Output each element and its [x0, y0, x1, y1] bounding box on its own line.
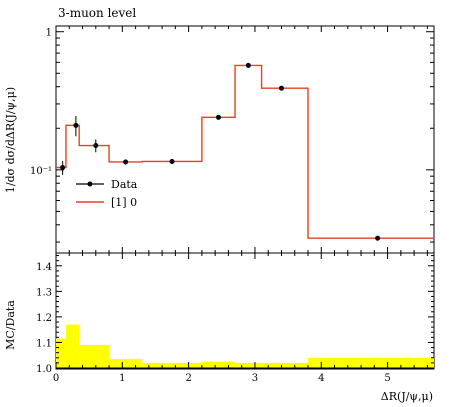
- data-point: [169, 158, 175, 164]
- ratio-band: [56, 324, 434, 368]
- ratio-band-bin: [56, 338, 66, 368]
- main-plot-frame: [55, 25, 435, 254]
- ratio-y-tick-label: 1.4: [36, 262, 52, 273]
- ratio-y-tick-label: 1.1: [36, 338, 52, 349]
- data-point: [245, 62, 251, 68]
- ratio-x-tick-label: 3: [252, 373, 258, 384]
- ratio-y-tick-label: 1.2: [36, 313, 52, 324]
- ratio-y-axis-label: MC/Data: [4, 300, 17, 350]
- ratio-y-tick-label: 1.3: [36, 287, 52, 298]
- legend-data-marker: [87, 181, 93, 187]
- main-data-points: [60, 62, 381, 241]
- ratio-plot-frame: [55, 252, 435, 370]
- x-axis-label: ΔR(J/ψ,μ): [381, 390, 433, 403]
- main-y-tick-label: 1: [46, 28, 52, 39]
- data-point: [375, 235, 381, 241]
- data-point: [123, 159, 129, 165]
- ratio-x-tick-label: 4: [318, 373, 324, 384]
- main-y-axis-label: 1/dσ dσ/dΔR(J/ψ,μ): [4, 87, 17, 193]
- ratio-x-tick-label: 2: [185, 373, 191, 384]
- legend-mc-label: [1] 0: [111, 196, 137, 209]
- ratio-band-bin: [201, 361, 236, 368]
- data-point: [278, 85, 284, 91]
- ratio-band-bin: [109, 359, 143, 368]
- main-histogram-series: [56, 64, 434, 239]
- data-point: [215, 114, 221, 120]
- ratio-band-bin: [308, 357, 434, 368]
- main-axis-ticks: 1 10⁻¹: [30, 26, 434, 253]
- data-point: [93, 143, 99, 149]
- ratio-band-bin: [142, 362, 202, 368]
- ratio-band-bin: [79, 345, 110, 368]
- ratio-band-bin: [235, 362, 262, 368]
- data-point: [60, 164, 66, 170]
- ratio-band-bin: [261, 362, 308, 368]
- ratio-band-bin: [65, 324, 80, 368]
- ratio-x-tick-label: 0: [53, 373, 59, 384]
- data-point: [73, 122, 79, 128]
- ratio-y-tick-label: 1.0: [36, 364, 52, 375]
- legend-data-label: Data: [111, 178, 138, 191]
- chart-title: 3-muon level: [58, 6, 136, 20]
- legend: Data [1] 0: [76, 178, 138, 209]
- mc-histogram-line: [56, 64, 434, 239]
- ratio-x-tick-label: 5: [384, 373, 390, 384]
- main-y-tick-label: 10⁻¹: [30, 166, 52, 177]
- ratio-x-tick-label: 1: [119, 373, 125, 384]
- ratio-axis-ticks: 0 1 2 3 4 5 1.0 1.1 1.2 1.3 1.4: [36, 253, 434, 384]
